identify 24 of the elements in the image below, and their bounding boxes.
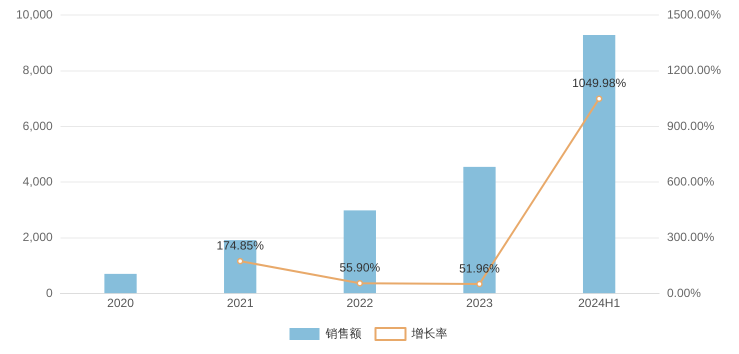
y2-tick-label: 1500.00% bbox=[666, 8, 722, 22]
legend-label: 销售额 bbox=[324, 326, 362, 340]
x-tick-label: 2024H1 bbox=[578, 296, 620, 310]
point bbox=[236, 258, 244, 264]
x-tick-label: 2023 bbox=[466, 296, 494, 310]
point bbox=[476, 280, 483, 288]
y2-tick-label: 900.00% bbox=[666, 118, 715, 133]
x-tick-label: 2021 bbox=[226, 296, 254, 310]
y-tick-label: 0 bbox=[46, 286, 54, 300]
y2-tick-label: 1200.00% bbox=[666, 63, 722, 78]
y-tick-label: 8,000 bbox=[22, 63, 54, 78]
x-tick-label: 2022 bbox=[346, 296, 374, 310]
bar bbox=[104, 274, 137, 294]
y-tick-label: 4,000 bbox=[22, 174, 54, 189]
y-tick-label: 2,000 bbox=[22, 230, 54, 244]
y-tick-label: 6,000 bbox=[22, 118, 54, 133]
point bbox=[596, 95, 602, 102]
y2-tick-label: 600.00% bbox=[666, 174, 715, 189]
y-tick-label: 10,000 bbox=[16, 8, 54, 22]
y2-tick-label: 0.00% bbox=[666, 286, 702, 300]
y2-tick-label: 300.00% bbox=[666, 230, 715, 244]
x-tick-label: 2020 bbox=[107, 296, 134, 310]
legend-label: 增长率 bbox=[410, 326, 448, 340]
point bbox=[356, 280, 364, 286]
